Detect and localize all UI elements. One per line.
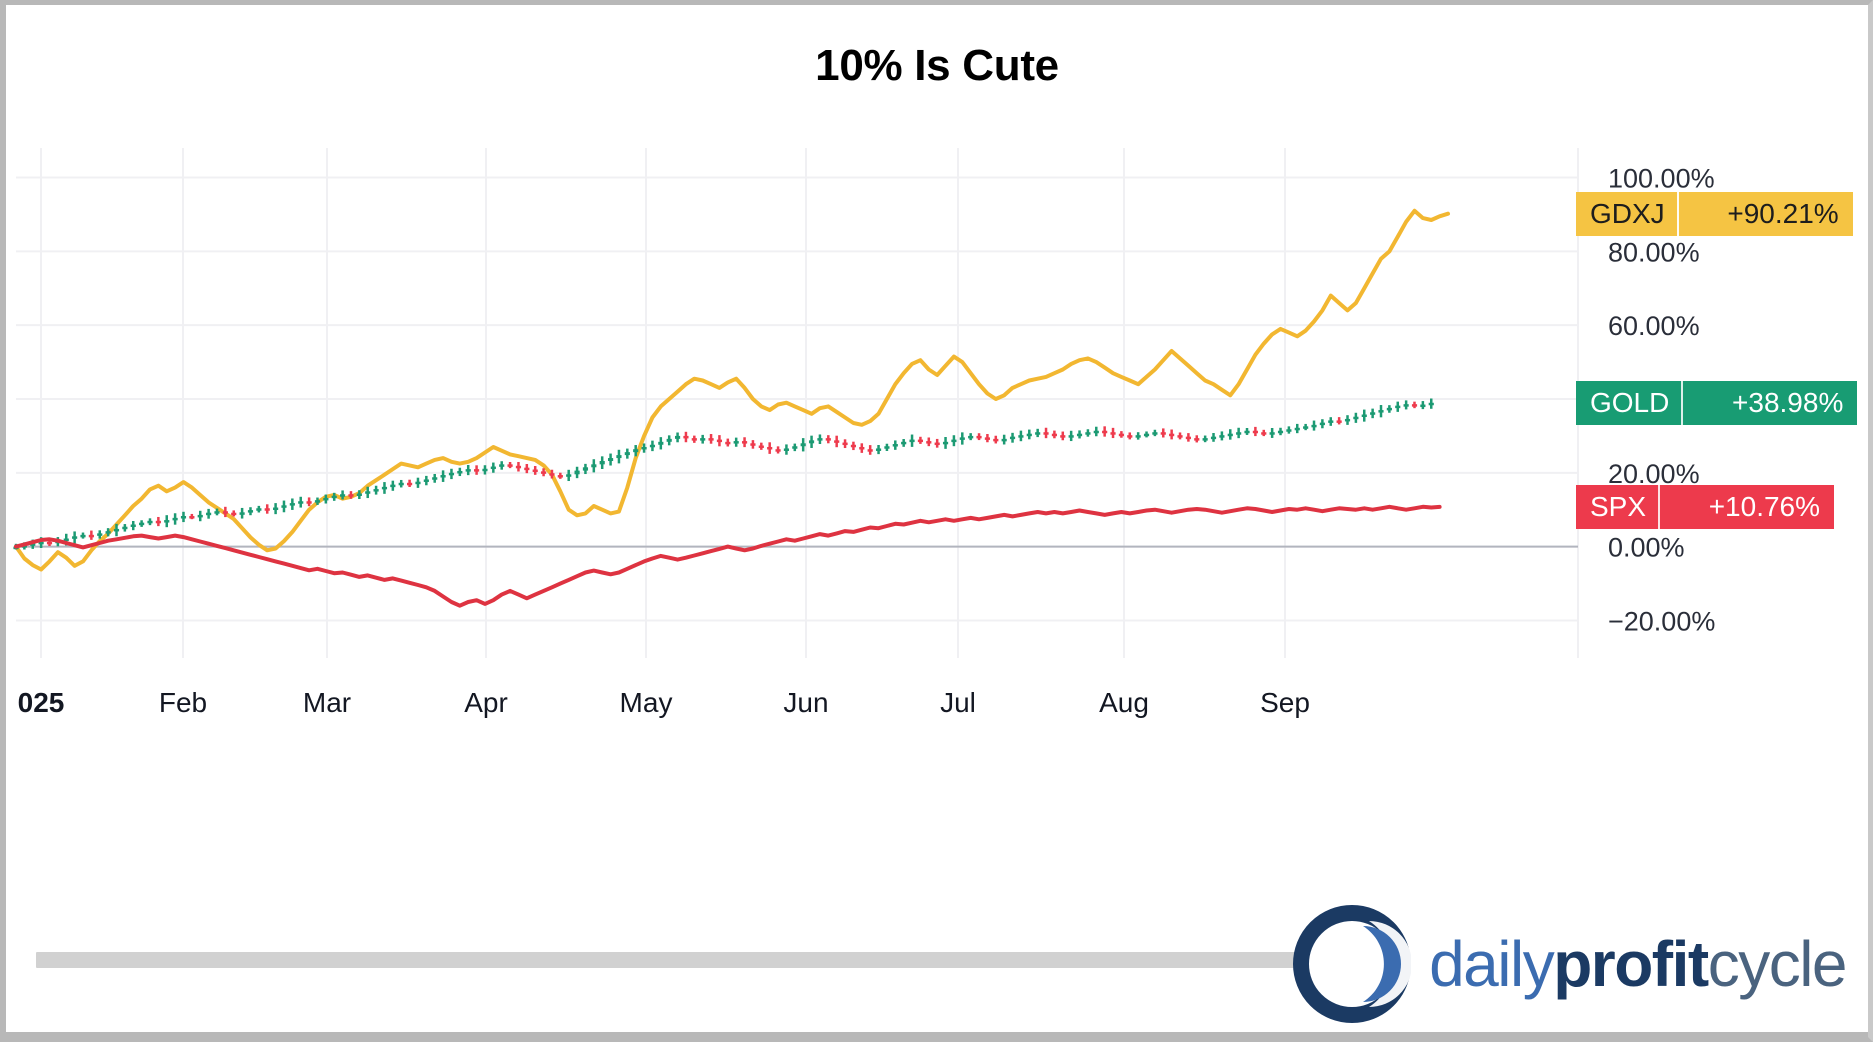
svg-text:025: 025 xyxy=(18,687,65,718)
svg-text:20.00%: 20.00% xyxy=(1608,459,1700,489)
circle-logo-icon xyxy=(1293,905,1412,1023)
legend-badge-gold[interactable]: GOLD +38.98% xyxy=(1576,380,1858,425)
svg-text:80.00%: 80.00% xyxy=(1608,237,1700,267)
series-gold-candles xyxy=(13,398,1434,550)
logo-word-cycle: cycle xyxy=(1707,928,1848,1000)
y-axis-labels: −20.00% 0.00% 20.00% 60.00% 80.00% 100.00% xyxy=(1608,164,1715,637)
page-title: 10% Is Cute xyxy=(815,41,1059,90)
legend-value-gold: +38.98% xyxy=(1732,386,1844,418)
svg-text:Jul: Jul xyxy=(940,687,976,718)
svg-text:Feb: Feb xyxy=(159,687,207,718)
svg-text:100.00%: 100.00% xyxy=(1608,164,1715,194)
price-chart-svg[interactable]: −20.00% 0.00% 20.00% 60.00% 80.00% 100.00% 02… xyxy=(6,140,1868,760)
legend-badge-spx[interactable]: SPX +10.76% xyxy=(1576,484,1835,529)
svg-text:Jun: Jun xyxy=(783,687,828,718)
series-spx-line xyxy=(14,504,1442,608)
legend-value-gdxj: +90.21% xyxy=(1727,197,1839,229)
chart-plot-area[interactable]: −20.00% 0.00% 20.00% 60.00% 80.00% 100.00% 02… xyxy=(6,140,1868,760)
logo-word-daily: daily xyxy=(1429,928,1555,1000)
legend-symbol-spx: SPX xyxy=(1576,484,1661,529)
grid-lines xyxy=(16,148,1579,658)
horizontal-scrollbar[interactable] xyxy=(36,952,1306,968)
svg-text:Sep: Sep xyxy=(1260,687,1310,718)
svg-text:Aug: Aug xyxy=(1099,687,1149,718)
brand-logo: dailyprofitcycle xyxy=(1293,905,1848,1023)
legend-symbol-gdxj: GDXJ xyxy=(1576,191,1679,236)
svg-text:Mar: Mar xyxy=(303,687,351,718)
legend-value-spx: +10.76% xyxy=(1708,490,1821,522)
legend-symbol-gold: GOLD xyxy=(1576,380,1684,425)
svg-text:−20.00%: −20.00% xyxy=(1608,606,1715,636)
x-axis-labels[interactable]: 025 Feb Mar Apr May Jun Jul Aug Sep xyxy=(18,687,1310,718)
svg-text:May: May xyxy=(620,687,673,718)
logo-word-profit: profit xyxy=(1553,928,1709,1000)
svg-text:0.00%: 0.00% xyxy=(1608,533,1685,563)
svg-text:60.00%: 60.00% xyxy=(1608,311,1700,341)
series-gdxj-line xyxy=(14,208,1450,572)
logo-wordmark: dailyprofitcycle xyxy=(1429,932,1847,996)
legend-badge-gdxj[interactable]: GDXJ +90.21% xyxy=(1576,191,1853,236)
bottom-divider xyxy=(6,1032,1868,1037)
svg-text:Apr: Apr xyxy=(464,687,508,718)
